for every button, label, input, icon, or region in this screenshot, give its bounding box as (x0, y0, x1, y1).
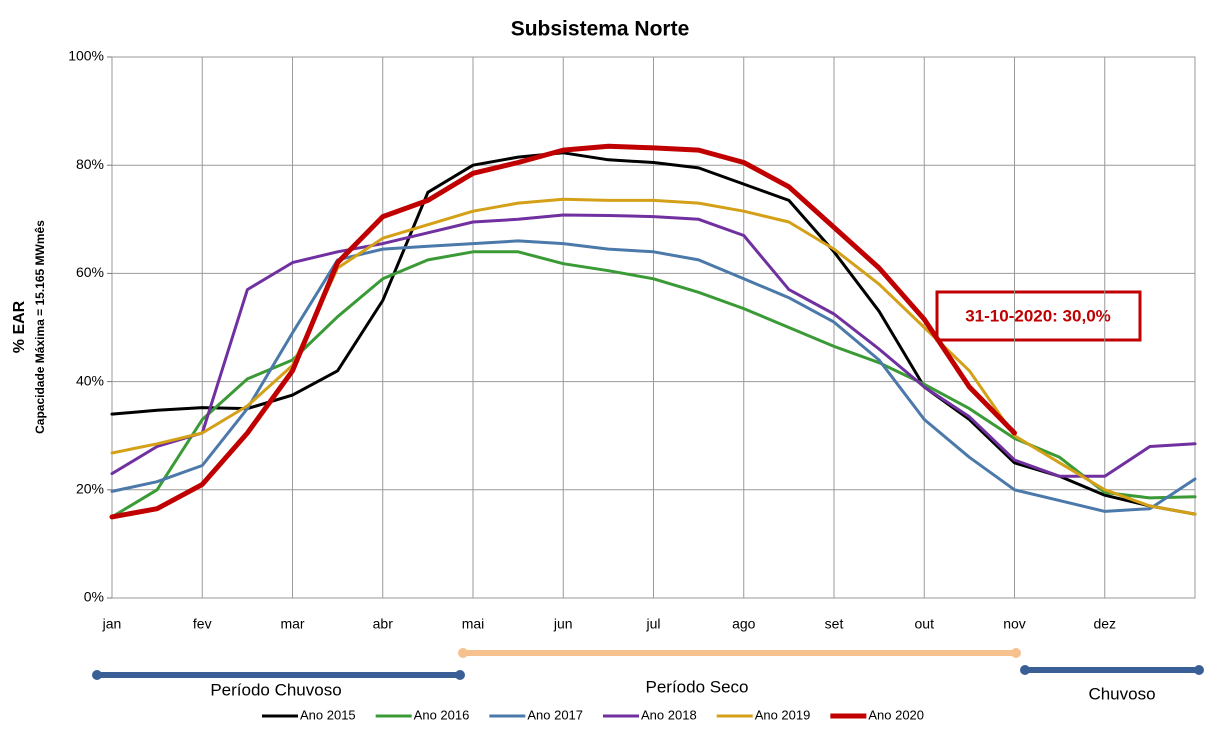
series-line (110, 213, 1197, 478)
legend-label: Ano 2020 (868, 707, 924, 722)
x-tick-label: set (825, 616, 844, 632)
period-end (1020, 665, 1030, 675)
period-end (1194, 665, 1204, 675)
legend-label: Ano 2015 (300, 707, 356, 722)
x-tick-label: fev (193, 616, 212, 632)
legend-label: Ano 2019 (755, 707, 811, 722)
series-line (110, 151, 1197, 516)
period-label: Período Chuvoso (210, 680, 341, 699)
y-tick-label: 40% (76, 372, 104, 388)
series-line (110, 250, 1197, 519)
x-tick-label: nov (1003, 616, 1026, 632)
legend-label: Ano 2017 (527, 707, 583, 722)
x-tick-label: abr (373, 616, 394, 632)
x-tick-label: ago (732, 616, 756, 632)
period-end (455, 670, 465, 680)
y-sublabel: Capacidade Máxima = 15.165 MWmês (33, 220, 47, 434)
x-tick-label: dez (1093, 616, 1116, 632)
legend-label: Ano 2018 (641, 707, 697, 722)
y-tick-label: 100% (68, 48, 104, 64)
annotation-box (935, 290, 1142, 342)
x-tick-label: mai (462, 616, 485, 632)
period-bars (92, 648, 1204, 680)
annotation: 31-10-2020: 30,0% (965, 306, 1111, 325)
period-label: Chuvoso (1088, 684, 1155, 703)
chart-title: Subsistema Norte (511, 18, 690, 41)
period-end (1011, 648, 1021, 658)
x-tick-label: jun (553, 616, 573, 632)
y-tick-label: 20% (76, 481, 104, 497)
series-line (110, 239, 1197, 513)
series-line (109, 143, 1017, 520)
x-tick-label: jul (645, 616, 660, 632)
x-tick-label: mar (280, 616, 304, 632)
plot-area (107, 56, 1197, 599)
y-tick-label: 60% (76, 264, 104, 280)
period-end (92, 670, 102, 680)
legend: Ano 2015 Ano 2016 Ano 2017 Ano 2018 Ano 2019… (262, 707, 924, 722)
y-tick-label: 0% (84, 589, 104, 605)
y-tick-label: 80% (76, 156, 104, 172)
y-label: % EAR (11, 300, 28, 353)
x-tick-label: out (915, 616, 935, 632)
legend-label: Ano 2016 (414, 707, 470, 722)
period-end (458, 648, 468, 658)
x-tick-label: jan (102, 616, 122, 632)
period-label: Período Seco (645, 677, 748, 696)
